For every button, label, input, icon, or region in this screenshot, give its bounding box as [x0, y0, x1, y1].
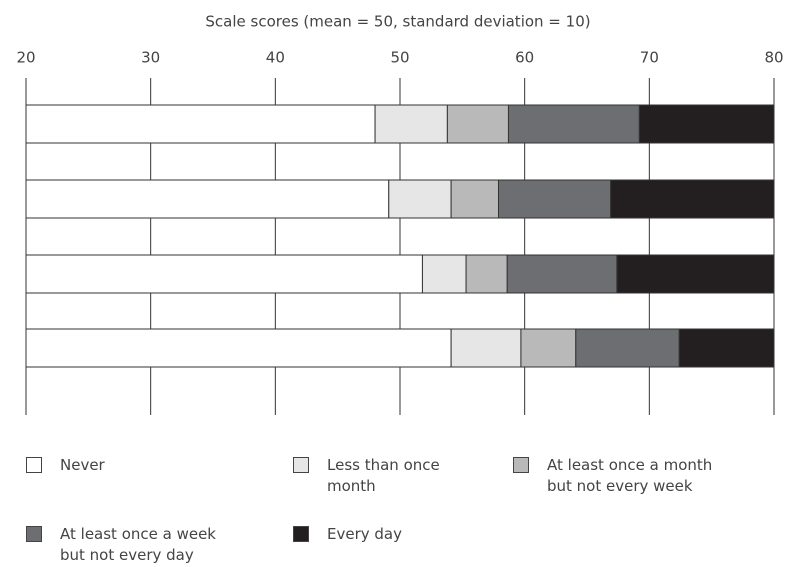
legend-item: Never: [26, 455, 241, 476]
bar-segment: [520, 328, 577, 368]
bar-segment: [388, 179, 452, 219]
bar-segment: [465, 254, 508, 294]
legend-swatch: [513, 457, 529, 473]
bar-segment: [610, 179, 775, 219]
legend-label: Never: [60, 456, 105, 474]
bar-segment: [678, 328, 775, 368]
legend-label: At least once a week but not every day: [60, 525, 216, 564]
bar-segment: [450, 328, 522, 368]
bar-segment: [638, 104, 775, 144]
x-tick-label: 20: [16, 49, 35, 67]
bar-segment: [25, 254, 423, 294]
legend-swatch: [26, 526, 42, 542]
bar-segment: [575, 328, 680, 368]
bar-segment: [506, 254, 618, 294]
bar-segment: [507, 104, 640, 144]
legend-label: At least once a month but not every week: [547, 456, 713, 495]
bar-segment: [25, 328, 452, 368]
bar-segment: [446, 104, 509, 144]
x-tick-label: 60: [515, 49, 534, 67]
bar-segment: [616, 254, 775, 294]
chart: Scale scores (mean = 50, standard deviat…: [16, 13, 784, 415]
bar-segment: [421, 254, 467, 294]
x-tick-label: 40: [266, 49, 285, 67]
bar-segment: [25, 179, 390, 219]
bar-segment: [450, 179, 499, 219]
x-tick-label: 80: [764, 49, 783, 67]
x-tick-label: 50: [390, 49, 409, 67]
legend-item: Less than once month: [293, 455, 508, 497]
legend-swatch: [293, 457, 309, 473]
legend-swatch: [293, 526, 309, 542]
x-tick-label: 70: [640, 49, 659, 67]
bar-segment: [25, 104, 376, 144]
legend-item: At least once a month but not every week: [513, 455, 728, 497]
x-axis-title: Scale scores (mean = 50, standard deviat…: [205, 13, 590, 31]
legend-label: Every day: [327, 525, 402, 543]
legend-label: Less than once month: [327, 456, 440, 495]
legend-swatch: [26, 457, 42, 473]
bar-segment: [374, 104, 448, 144]
legend-item: At least once a week but not every day: [26, 524, 241, 566]
bar-segment: [497, 179, 612, 219]
x-tick-label: 30: [141, 49, 160, 67]
legend-item: Every day: [293, 524, 508, 545]
